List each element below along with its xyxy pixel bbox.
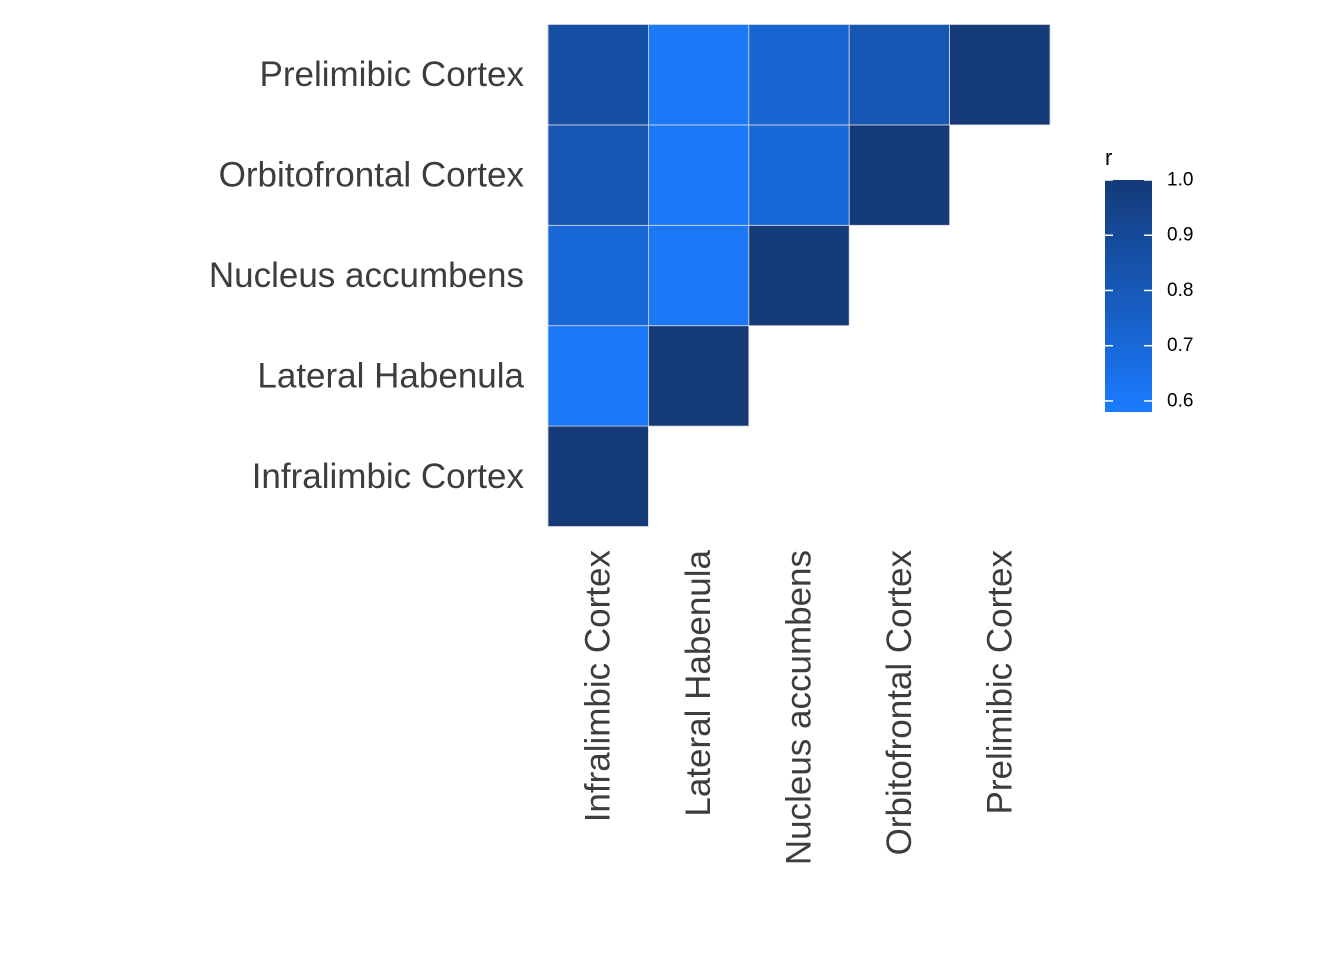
heatmap-cell (547, 24, 649, 126)
heatmap-cell (648, 224, 750, 327)
heatmap-cell (748, 124, 850, 226)
x-tick-label: Infralimbic Cortex (579, 550, 618, 823)
heatmap-cell (848, 124, 951, 226)
legend-tick-label: 0.6 (1167, 390, 1193, 411)
heatmap-cell (648, 124, 750, 226)
y-tick-label: Nucleus accumbens (209, 256, 524, 295)
y-axis-labels: Infralimbic Cortex Lateral Habenula Nucleu… (209, 55, 525, 496)
heatmap-cell (748, 24, 850, 126)
y-tick-label: Lateral Habenula (257, 356, 524, 395)
legend-tick-label: 1.0 (1167, 170, 1193, 191)
heatmap-cell (547, 425, 649, 527)
x-tick-label: Lateral Habenula (679, 549, 718, 816)
heatmap-cell (648, 24, 750, 126)
legend-tick-label: 0.7 (1167, 335, 1193, 356)
y-tick-label: Orbitofrontal Cortex (219, 156, 525, 195)
heatmap-cell (748, 224, 850, 327)
heatmap-cell (648, 325, 750, 427)
x-tick-label: Orbitofrontal Cortex (880, 550, 919, 856)
y-tick-label: Infralimbic Cortex (252, 457, 525, 496)
x-tick-label: Prelimibic Cortex (980, 550, 1019, 815)
x-tick-label: Nucleus accumbens (780, 550, 819, 865)
x-axis-labels: Infralimbic Cortex Lateral Habenula Nucleu… (579, 549, 1020, 865)
heatmap-cell (949, 24, 1051, 126)
legend-tick-label: 0.8 (1167, 280, 1193, 301)
heatmap-cell (547, 325, 649, 427)
legend-ticks: 1.0 0.9 0.8 0.7 0.6 (1105, 170, 1193, 411)
heatmap-cells (547, 24, 1051, 527)
heatmap-cell (848, 24, 951, 126)
y-tick-label: Prelimibic Cortex (260, 55, 525, 94)
color-legend: r 1.0 0.9 0.8 0.7 0.6 (1105, 145, 1193, 412)
heatmap-cell (547, 224, 649, 327)
legend-tick-label: 0.9 (1167, 225, 1193, 246)
legend-colorbar (1105, 180, 1152, 412)
legend-title: r (1105, 145, 1112, 170)
heatmap-cell (547, 124, 649, 226)
